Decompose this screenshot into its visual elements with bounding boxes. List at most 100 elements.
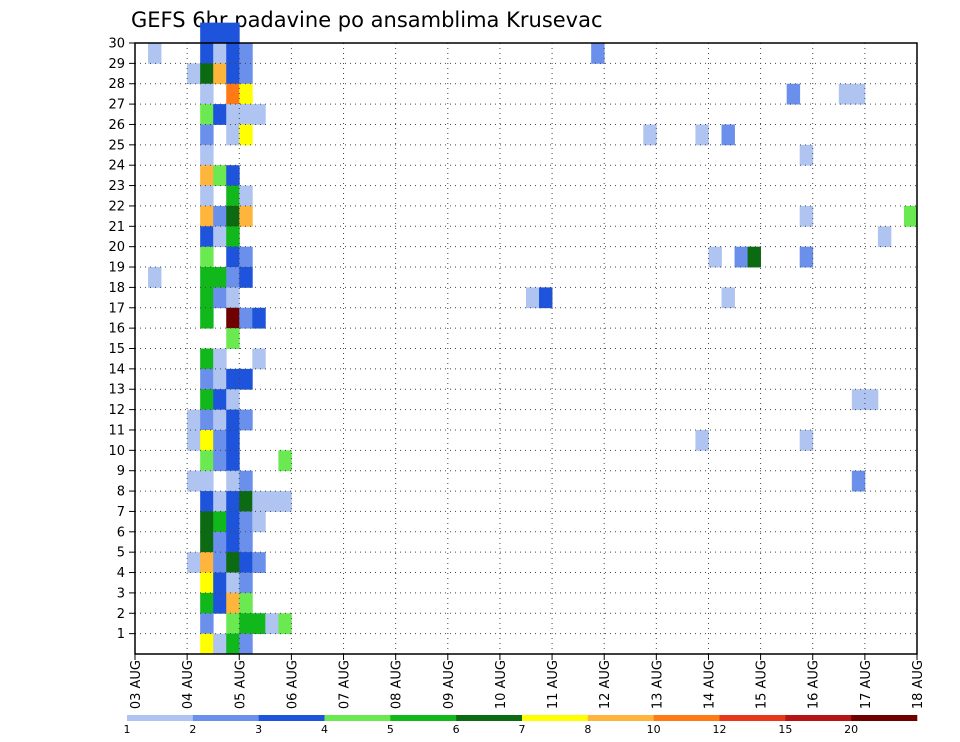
heatmap-cell <box>200 144 214 166</box>
heatmap-cell <box>278 491 292 512</box>
heatmap-cell <box>200 633 214 655</box>
heatmap-cell <box>239 409 253 431</box>
heatmap-cell <box>226 429 240 451</box>
heatmap-cell <box>239 368 253 390</box>
heatmap-cell <box>591 43 605 64</box>
color-legend: 1 2 3 4 5 6 7 8 10 12 15 20 <box>124 715 918 736</box>
heatmap-cell <box>226 613 240 635</box>
heatmap-cell <box>200 307 214 329</box>
heatmap-cell <box>226 511 240 533</box>
heatmap-cell <box>213 226 227 248</box>
y-tick-label: 29 <box>108 57 125 72</box>
heatmap-cell <box>213 572 227 594</box>
heatmap-cell <box>226 246 240 268</box>
heatmap-cell <box>799 429 814 451</box>
heatmap-cell <box>213 287 227 309</box>
heatmap-cell <box>200 124 214 146</box>
heatmap-cell <box>148 267 162 288</box>
y-tick-label: 11 <box>108 423 125 438</box>
heatmap-cell <box>226 328 240 349</box>
heatmap-cell <box>226 287 240 309</box>
x-tick-label: 04 AUG <box>181 660 196 709</box>
y-tick-label: 9 <box>117 464 125 479</box>
legend-swatch <box>653 715 720 721</box>
heatmap-cell <box>734 246 748 268</box>
heatmap-cell <box>226 592 240 614</box>
x-tick-label: 07 AUG <box>338 660 353 709</box>
heatmap-cell <box>200 185 214 207</box>
heatmap-cell <box>200 368 214 390</box>
y-tick-label: 24 <box>108 159 125 174</box>
heatmap-cell <box>239 307 253 329</box>
heatmap-cell <box>239 63 253 85</box>
heatmap-cell <box>200 531 214 553</box>
heatmap-cell <box>226 531 240 553</box>
y-tick-label: 22 <box>108 199 125 214</box>
legend-swatch <box>324 715 391 721</box>
heatmap-cell <box>239 205 253 227</box>
y-tick-label: 12 <box>108 403 125 418</box>
heatmap-cell <box>200 470 214 492</box>
heatmap-cell <box>239 246 253 268</box>
x-tick-label: 14 AUG <box>703 660 718 709</box>
legend-swatch <box>522 715 589 721</box>
heatmap-cell <box>252 613 266 635</box>
heatmap-cell <box>838 83 853 105</box>
heatmap-cell <box>278 613 292 635</box>
heatmap-cell <box>213 267 227 288</box>
heatmap-cell <box>864 389 879 410</box>
heatmap-cell <box>213 633 227 655</box>
heatmap-cell <box>226 185 240 207</box>
heatmap-cell <box>239 613 253 635</box>
x-tick-label: 03 AUG <box>129 660 144 709</box>
heatmap-cell <box>226 389 240 410</box>
x-tick-label: 11 AUG <box>546 660 561 709</box>
legend-label: 5 <box>387 723 394 736</box>
heatmap-cell <box>265 613 279 635</box>
y-tick-label: 19 <box>108 261 125 276</box>
legend-label: 7 <box>519 723 526 736</box>
legend-label: 2 <box>189 723 196 736</box>
heatmap-cell <box>252 511 266 533</box>
heatmap-cell <box>213 511 227 533</box>
heatmap-cell <box>226 104 240 125</box>
heatmap-cell <box>226 165 240 186</box>
heatmap-cell <box>721 287 735 309</box>
heatmap-cell <box>226 552 240 573</box>
heatmap-cells <box>148 22 918 655</box>
heatmap-cell <box>213 368 227 390</box>
legend-swatch <box>719 715 786 721</box>
heatmap-cell <box>226 633 240 655</box>
heatmap-cell <box>226 267 240 288</box>
heatmap-cell <box>265 491 279 512</box>
y-tick-label: 23 <box>108 179 125 194</box>
heatmap-cell <box>786 83 801 105</box>
heatmap-cell <box>226 450 240 472</box>
heatmap-cell <box>877 226 892 248</box>
heatmap-cell <box>252 307 266 329</box>
x-tick-label: 09 AUG <box>442 660 457 709</box>
heatmap-cell <box>213 22 227 44</box>
x-tick-label: 15 AUG <box>755 660 770 709</box>
legend-label: 10 <box>647 723 661 736</box>
y-tick-label: 6 <box>117 525 125 540</box>
legend-swatch <box>258 715 325 721</box>
heatmap-cell <box>239 572 253 594</box>
y-tick-label: 30 <box>108 37 125 52</box>
heatmap-cell <box>200 613 214 635</box>
heatmap-cell <box>200 429 214 451</box>
legend-label: 6 <box>453 723 460 736</box>
heatmap-cell <box>252 552 266 573</box>
heatmap-cell <box>239 104 253 125</box>
heatmap-cell <box>695 429 709 451</box>
y-tick-label: 17 <box>108 301 125 316</box>
heatmap-cell <box>239 185 253 207</box>
heatmap-cell <box>239 633 253 655</box>
heatmap-cell <box>239 491 253 512</box>
heatmap-cell <box>200 450 214 472</box>
legend-label: 3 <box>255 723 262 736</box>
y-tick-label: 20 <box>108 240 125 255</box>
legend-swatch <box>390 715 457 721</box>
heatmap-cell <box>226 63 240 85</box>
heatmap-cell <box>239 267 253 288</box>
